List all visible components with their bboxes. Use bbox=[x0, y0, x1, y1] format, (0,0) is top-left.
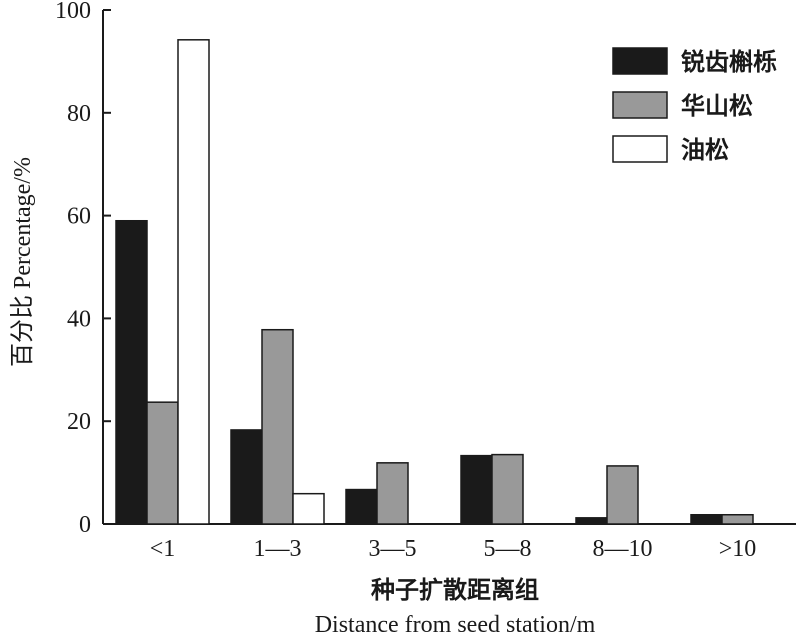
x-tick-label: 3—5 bbox=[369, 536, 417, 562]
legend-label: 华山松 bbox=[681, 92, 753, 120]
bar bbox=[721, 513, 754, 525]
x-tick-label: 1—3 bbox=[254, 536, 302, 562]
bar bbox=[376, 462, 409, 525]
bar bbox=[177, 39, 210, 525]
y-tick-label: 40 bbox=[67, 306, 91, 332]
x-tick-label: 5—8 bbox=[484, 536, 532, 562]
bar bbox=[460, 454, 493, 525]
x-tick-label: 8—10 bbox=[593, 536, 653, 562]
bar bbox=[690, 513, 723, 525]
bar bbox=[606, 465, 639, 525]
x-tick-label: >10 bbox=[719, 536, 757, 562]
legend-swatch bbox=[612, 47, 668, 75]
bars bbox=[115, 39, 754, 525]
legend-swatch bbox=[612, 135, 668, 163]
x-axis-label-en: Distance from seed station/m bbox=[315, 612, 596, 638]
axes bbox=[102, 10, 796, 525]
bar bbox=[575, 517, 608, 525]
legend-label: 锐齿槲栎 bbox=[681, 48, 777, 76]
bar bbox=[115, 219, 148, 525]
y-tick-label: 80 bbox=[67, 101, 91, 127]
x-axis-label-cn: 种子扩散距离组 bbox=[371, 576, 539, 604]
y-tick-label: 20 bbox=[67, 409, 91, 435]
y-axis-label: 百分比 Percentage/% bbox=[9, 157, 36, 367]
bar bbox=[230, 429, 263, 525]
legend-swatch bbox=[612, 91, 668, 119]
y-tick-label: 100 bbox=[55, 0, 91, 24]
x-tick-label: <1 bbox=[150, 536, 176, 562]
bar bbox=[292, 492, 325, 525]
x-ticks: <1 1—3 3—5 5—8 8—10 >10 bbox=[150, 516, 757, 562]
bar bbox=[491, 453, 524, 525]
bar bbox=[345, 488, 378, 525]
y-tick-label: 0 bbox=[79, 512, 91, 538]
bar bbox=[261, 328, 294, 525]
y-ticks: 0 20 40 60 80 100 bbox=[55, 0, 111, 538]
bar bbox=[146, 401, 179, 525]
legend-label: 油松 bbox=[681, 137, 729, 164]
y-tick-label: 60 bbox=[67, 204, 91, 230]
